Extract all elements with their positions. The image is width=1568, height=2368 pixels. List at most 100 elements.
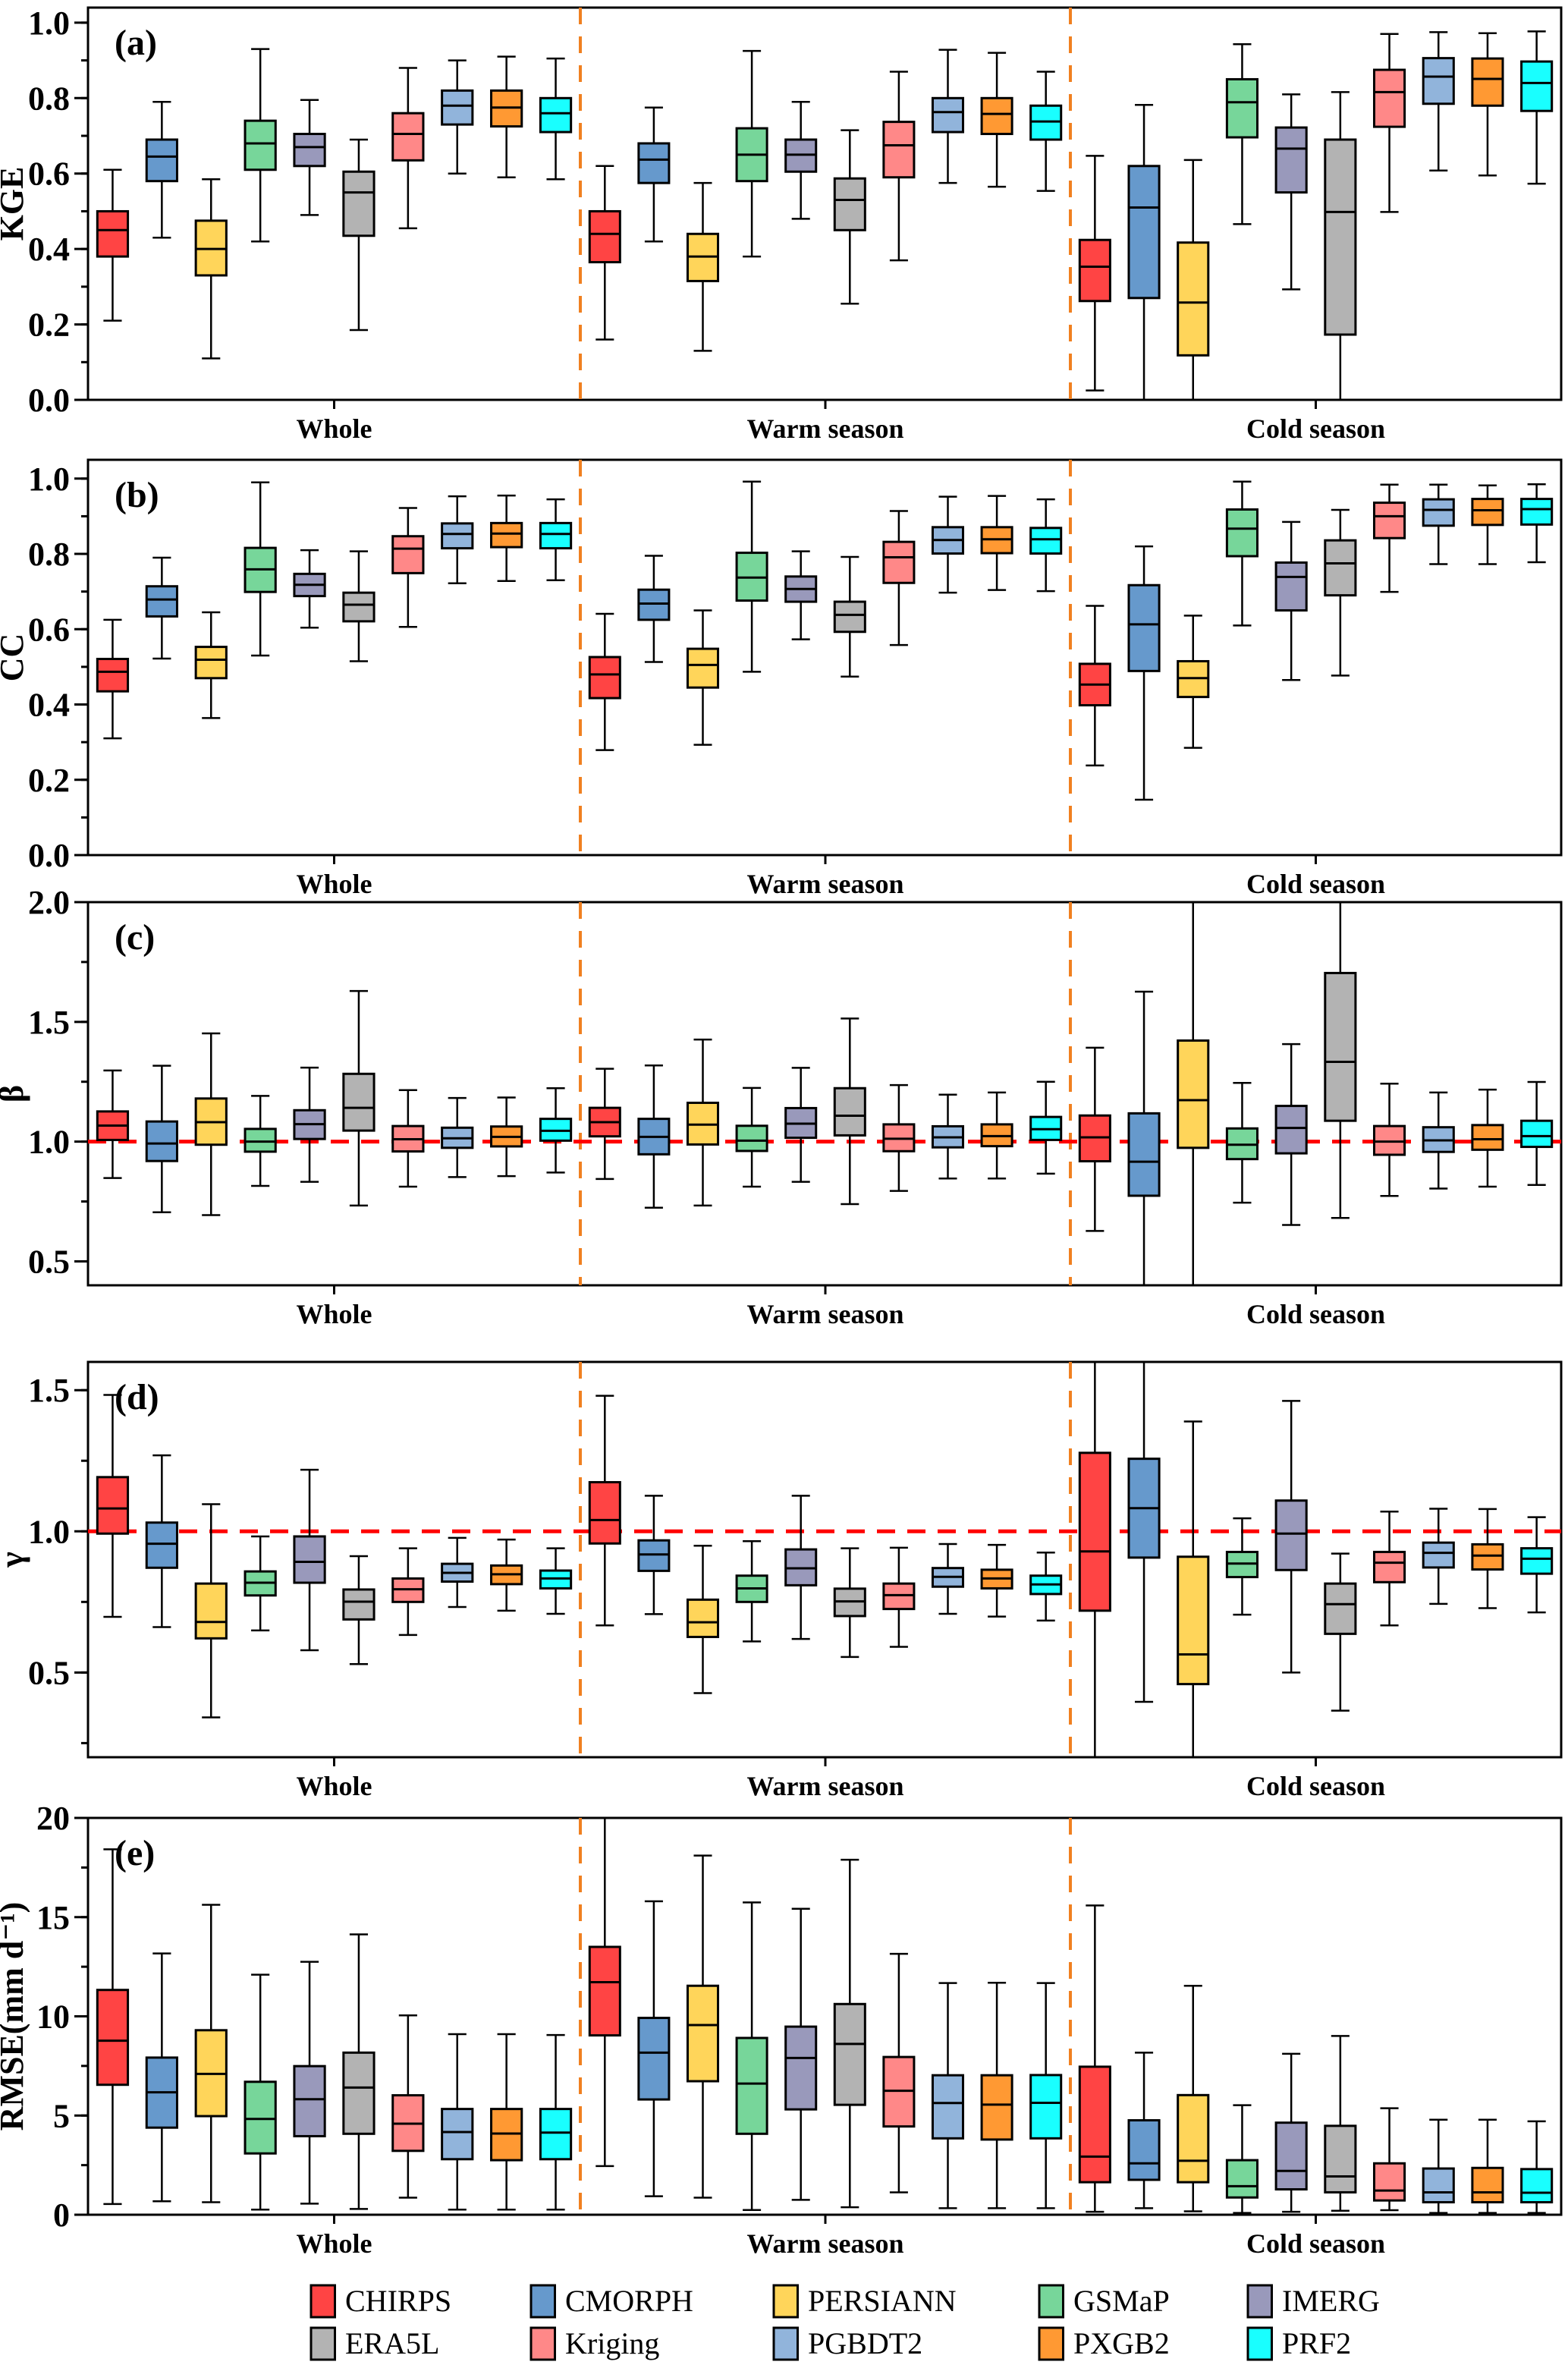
box-pxgb2 — [980, 1543, 1013, 1618]
iqr-box — [1225, 2159, 1259, 2199]
box-imerg — [1274, 93, 1308, 291]
x-tick-label: Cold season — [1246, 1299, 1385, 1329]
y-tick-label: 0.6 — [28, 611, 70, 648]
iqr-box — [441, 89, 474, 126]
box-era5l — [342, 138, 376, 332]
iqr-box — [194, 646, 228, 680]
box-imerg — [293, 549, 326, 629]
box-chirps — [96, 1394, 130, 1618]
box-chirps — [1078, 155, 1111, 392]
panel-tag: (e) — [115, 1833, 155, 1873]
box-pxgb2 — [1471, 1508, 1504, 1609]
box-imerg — [293, 1961, 326, 2205]
iqr-box — [1225, 508, 1259, 558]
box-cmorph — [637, 1900, 671, 2197]
y-axis-label: RMSE(mm d⁻¹) — [0, 1902, 30, 2131]
iqr-box — [1520, 498, 1554, 526]
iqr-box — [1422, 2167, 1455, 2204]
iqr-box — [735, 1124, 768, 1153]
box-gsmap — [1225, 480, 1259, 627]
box-pgbdt2 — [931, 1982, 965, 2209]
y-tick-label: 0.0 — [28, 837, 70, 874]
iqr-box — [1520, 2168, 1554, 2204]
box-pxgb2 — [980, 1091, 1013, 1180]
iqr-box — [686, 1598, 720, 1638]
iqr-box — [441, 522, 474, 550]
iqr-box — [1422, 498, 1455, 527]
box-kriging — [391, 2014, 425, 2199]
iqr-box — [833, 1087, 866, 1137]
box-gsmap — [244, 48, 277, 243]
box-pxgb2 — [490, 1538, 523, 1612]
box-prf2 — [1029, 1982, 1063, 2209]
panel-tag: (d) — [115, 1377, 159, 1417]
box-pxgb2 — [980, 1982, 1013, 2209]
box-imerg — [1274, 520, 1308, 681]
box-gsmap — [1225, 42, 1259, 225]
iqr-box — [1078, 1451, 1111, 1612]
box-kriging — [882, 1083, 916, 1192]
box-prf2 — [1520, 30, 1554, 185]
iqr-box — [1324, 2124, 1357, 2193]
box-cmorph — [1127, 990, 1161, 1285]
iqr-box — [293, 133, 326, 168]
box-kriging — [1372, 2107, 1406, 2212]
iqr-box — [1225, 77, 1259, 139]
iqr-box — [244, 1127, 277, 1153]
x-tick-label: Warm season — [747, 414, 904, 444]
panel-b: 0.0 0.2 0.4 0.6 0.8 1.0 CC (b) Whole Warm season C… — [0, 458, 1563, 899]
iqr-box — [539, 521, 573, 550]
iqr-box — [244, 119, 277, 171]
x-tick-label: Warm season — [747, 1771, 904, 1801]
iqr-box — [784, 2025, 818, 2111]
box-pxgb2 — [1471, 484, 1504, 565]
box-persiann — [194, 1503, 228, 1719]
iqr-box — [1372, 1550, 1406, 1583]
box-imerg — [784, 1067, 818, 1183]
iqr-box — [244, 2080, 277, 2155]
box-persiann — [1177, 1420, 1210, 1757]
y-tick-label: 1.5 — [28, 1004, 70, 1041]
box-chirps — [588, 1395, 621, 1627]
box-era5l — [342, 989, 376, 1207]
iqr-box — [735, 2036, 768, 2135]
iqr-box — [293, 1535, 326, 1584]
box-imerg — [784, 1907, 818, 2201]
legend-item-gsmap: GSMaP — [1038, 2284, 1170, 2319]
iqr-box — [96, 657, 130, 693]
box-imerg — [293, 1468, 326, 1652]
iqr-box — [1177, 1555, 1210, 1686]
box-gsmap — [735, 49, 768, 258]
box-kriging — [882, 1546, 916, 1648]
iqr-box — [1274, 1499, 1308, 1571]
box-imerg — [1274, 1042, 1308, 1226]
box-imerg — [293, 1066, 326, 1183]
box-kriging — [391, 507, 425, 628]
box-persiann — [1177, 1984, 1210, 2212]
x-tick-label: Cold season — [1246, 869, 1385, 899]
box-persiann — [194, 1032, 228, 1216]
box-pgbdt2 — [931, 1093, 965, 1180]
legend-swatch — [1038, 2326, 1064, 2361]
iqr-box — [1177, 1039, 1210, 1149]
iqr-box — [293, 2065, 326, 2137]
box-era5l — [1324, 508, 1357, 677]
panels: 0.0 0.2 0.4 0.6 0.8 1.0 KGE (a) Whole Warm season… — [0, 5, 1563, 2259]
iqr-box — [391, 535, 425, 574]
iqr-box — [342, 2051, 376, 2135]
box-chirps — [588, 165, 621, 341]
legend-label: GSMaP — [1073, 2284, 1170, 2318]
box-cmorph — [637, 555, 671, 663]
iqr-box — [1372, 2162, 1406, 2202]
legend-item-prf2: PRF2 — [1246, 2326, 1351, 2361]
box-prf2 — [1029, 498, 1063, 593]
iqr-box — [833, 2002, 866, 2106]
box-chirps — [588, 1818, 621, 2168]
y-tick-label: 0.2 — [28, 307, 70, 344]
box-chirps — [588, 612, 621, 751]
iqr-box — [342, 1588, 376, 1621]
iqr-box — [539, 2108, 573, 2161]
legend-swatch — [529, 2284, 556, 2319]
box-chirps — [96, 1848, 130, 2206]
box-pxgb2 — [980, 495, 1013, 591]
